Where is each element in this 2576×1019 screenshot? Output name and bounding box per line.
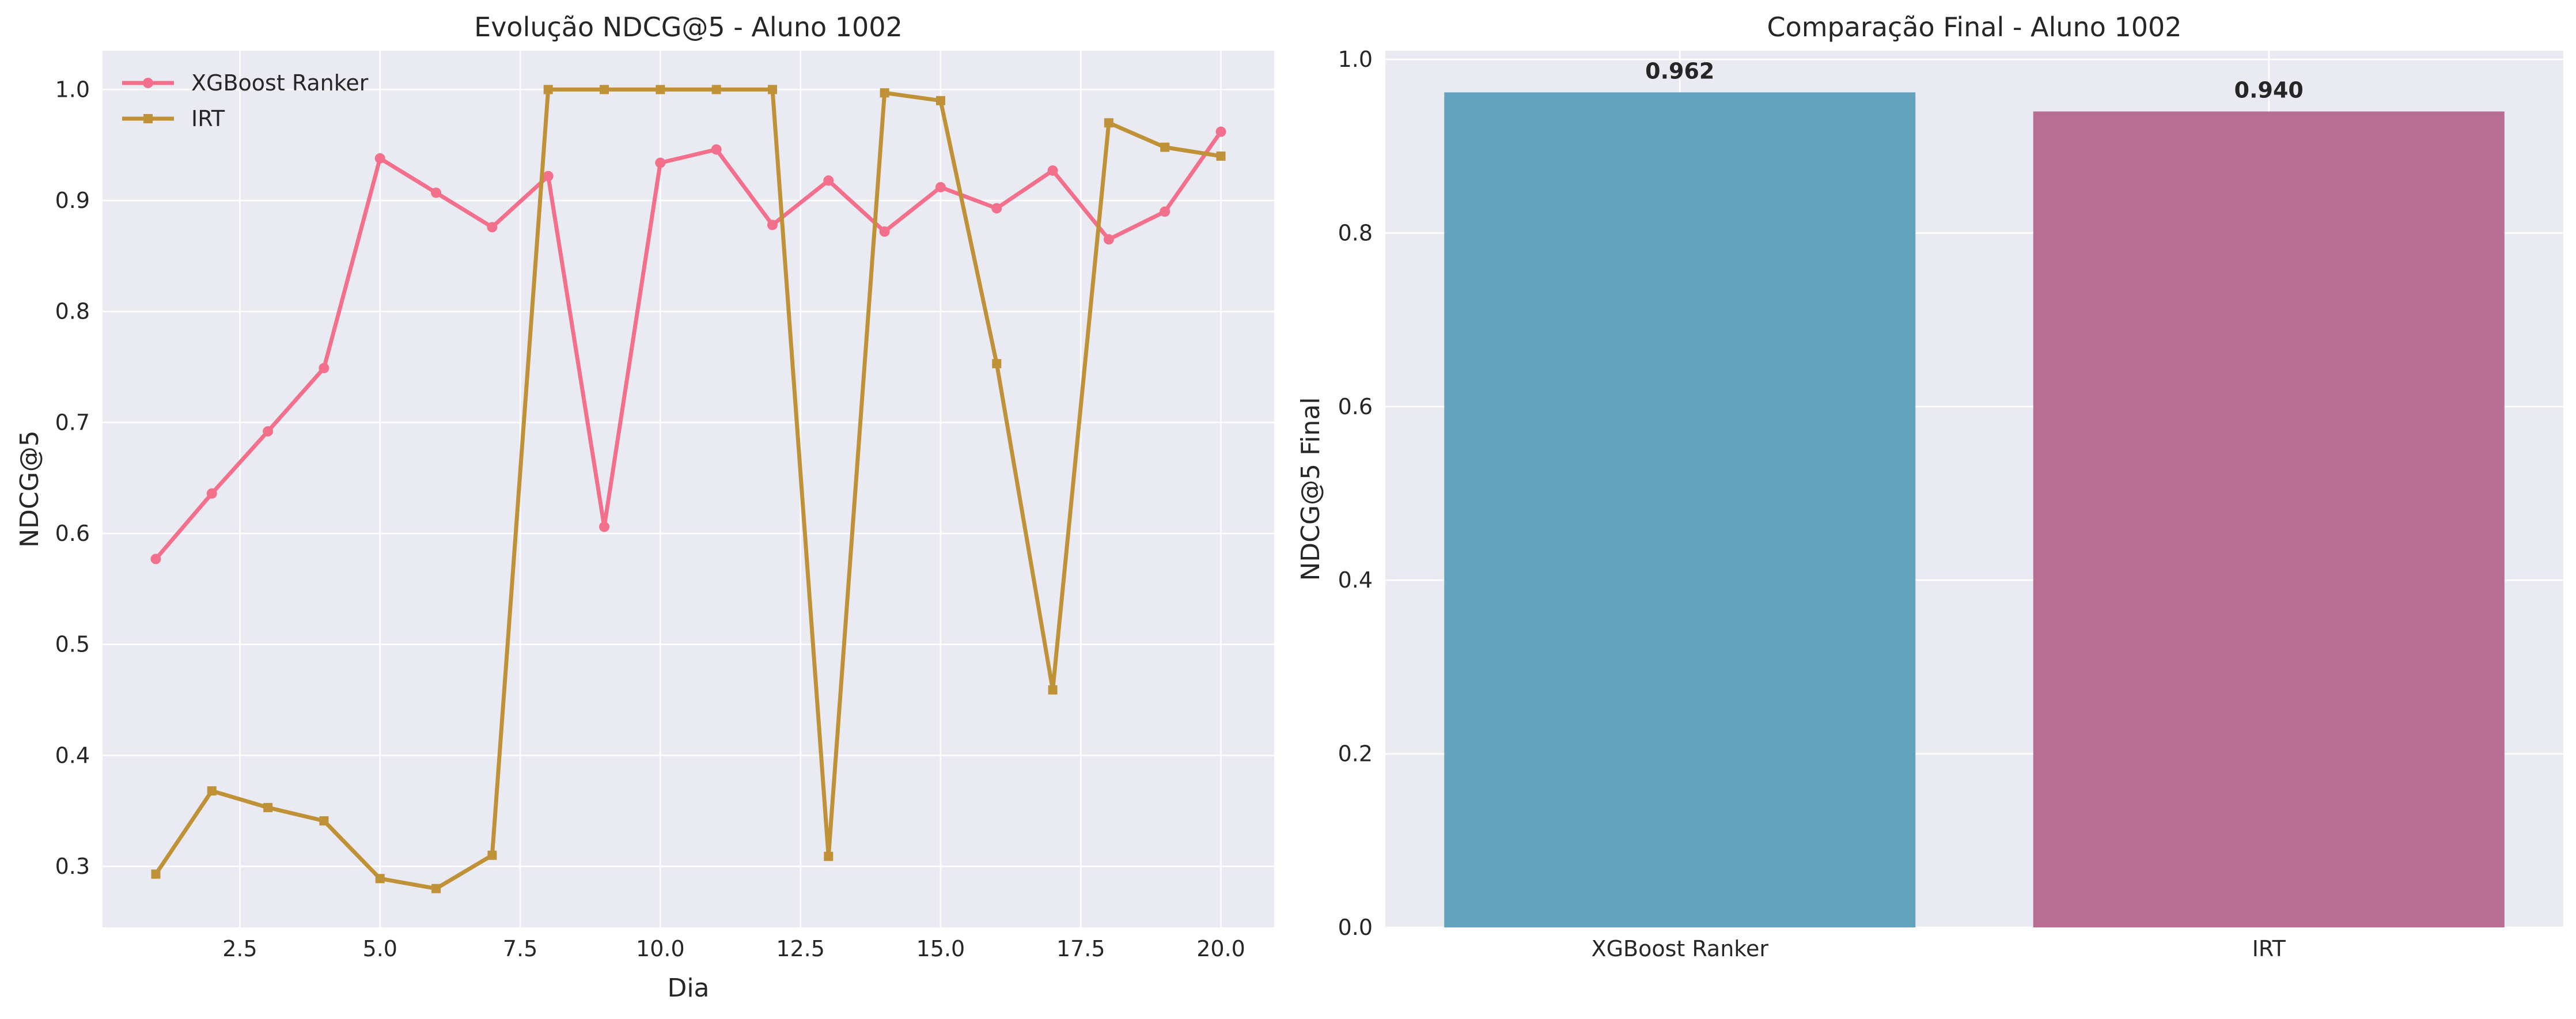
legend-entry-irt: IRT xyxy=(122,106,225,131)
line-chart-title: Evolução NDCG@5 - Aluno 1002 xyxy=(474,12,903,43)
legend-marker-irt xyxy=(143,114,153,123)
line-chart-series-group xyxy=(150,85,1226,893)
data-point-irt xyxy=(824,851,834,861)
line-chart-x-tick-label: 5.0 xyxy=(363,936,397,961)
line-chart-plot-area xyxy=(103,51,1274,927)
data-point-xgboost-ranker xyxy=(1103,234,1114,245)
data-point-irt xyxy=(487,850,497,860)
line-chart-y-tick-label: 0.5 xyxy=(55,632,90,657)
line-chart-x-tick-label: 15.0 xyxy=(916,936,965,961)
bar-chart-y-tick-label: 0.6 xyxy=(1338,394,1373,419)
bar-chart-x-tick-label: XGBoost Ranker xyxy=(1592,936,1769,961)
data-point-irt xyxy=(1216,151,1226,161)
data-point-xgboost-ranker xyxy=(599,521,610,532)
data-point-irt xyxy=(375,874,385,884)
data-point-xgboost-ranker xyxy=(711,144,722,155)
data-point-irt xyxy=(1104,118,1113,128)
bar-xgboost-ranker xyxy=(1444,92,1916,928)
data-point-xgboost-ranker xyxy=(1047,165,1058,176)
data-point-irt xyxy=(543,85,553,94)
data-point-xgboost-ranker xyxy=(935,181,946,192)
line-chart-x-tick-label: 20.0 xyxy=(1196,936,1245,961)
data-point-irt xyxy=(711,85,721,94)
data-point-xgboost-ranker xyxy=(823,175,834,186)
line-chart-y-tick-label: 0.9 xyxy=(55,188,90,213)
line-chart-legend: XGBoost Ranker IRT xyxy=(122,70,369,131)
data-point-irt xyxy=(263,802,273,812)
data-point-xgboost-ranker xyxy=(319,363,329,374)
data-point-irt xyxy=(656,85,665,94)
data-point-xgboost-ranker xyxy=(543,171,554,181)
bar-chart-x-tick-label: IRT xyxy=(2252,936,2286,961)
line-chart-panel: 2.5 5.0 7.5 10.0 12.5 15.0 17.5 20.0 0.30.40.50… xyxy=(15,12,1274,1003)
line-chart-y-tick-label: 0.6 xyxy=(55,521,90,546)
bar-value-label-irt: 0.940 xyxy=(2234,77,2304,103)
line-chart-x-tick-label: 17.5 xyxy=(1056,936,1105,961)
bar-chart-bars-group: 0.962 0.940 xyxy=(1444,58,2505,928)
data-point-irt xyxy=(935,96,945,105)
line-chart-y-tick-label: 1.0 xyxy=(55,77,90,102)
data-point-xgboost-ranker xyxy=(1215,126,1226,137)
series-line-xgboost-ranker xyxy=(154,130,1223,560)
data-point-xgboost-ranker xyxy=(1160,206,1170,217)
line-chart-y-tick-label: 0.4 xyxy=(55,743,90,768)
bar-chart-y-tick-label: 0.0 xyxy=(1338,915,1373,940)
data-point-irt xyxy=(600,85,609,94)
line-chart-x-tick-label: 12.5 xyxy=(776,936,825,961)
data-point-irt xyxy=(992,359,1002,369)
line-chart-y-tick-label: 0.3 xyxy=(55,854,90,879)
bar-chart-y-ticks: 0.0 0.2 0.4 0.6 0.8 1.0 xyxy=(1338,47,1373,940)
data-point-irt xyxy=(431,884,441,893)
data-point-xgboost-ranker xyxy=(431,187,442,198)
data-point-xgboost-ranker xyxy=(263,426,274,437)
data-point-irt xyxy=(1048,685,1058,695)
data-point-xgboost-ranker xyxy=(767,219,778,230)
data-point-xgboost-ranker xyxy=(150,554,161,565)
line-chart-x-tick-label: 2.5 xyxy=(222,936,257,961)
bar-irt xyxy=(2033,111,2505,928)
series-line-irt xyxy=(154,87,1222,891)
data-point-irt xyxy=(1160,142,1170,152)
line-chart-y-tick-label: 0.7 xyxy=(55,410,90,435)
legend-marker-xgboost-ranker xyxy=(143,78,153,88)
legend-label-xgboost-ranker: XGBoost Ranker xyxy=(191,70,369,96)
data-point-irt xyxy=(767,85,777,94)
bar-chart-y-tick-label: 0.8 xyxy=(1338,220,1373,245)
data-point-irt xyxy=(880,88,889,98)
data-point-xgboost-ranker xyxy=(487,222,498,233)
bar-value-label-xgboost-ranker: 0.962 xyxy=(1645,58,1714,84)
bar-chart-y-tick-label: 0.2 xyxy=(1338,741,1373,767)
line-chart-y-tick-label: 0.8 xyxy=(55,299,90,324)
bar-chart-y-tick-label: 1.0 xyxy=(1338,47,1373,72)
data-point-xgboost-ranker xyxy=(879,226,890,237)
data-point-irt xyxy=(151,869,161,879)
legend-label-irt: IRT xyxy=(191,106,225,131)
line-chart-grid xyxy=(103,51,1274,927)
line-chart-x-tick-label: 10.0 xyxy=(636,936,685,961)
legend-entry-xgboost-ranker: XGBoost Ranker xyxy=(122,70,369,96)
line-chart-x-tick-label: 7.5 xyxy=(503,936,537,961)
data-point-xgboost-ranker xyxy=(991,203,1002,214)
data-point-xgboost-ranker xyxy=(206,488,217,499)
data-point-irt xyxy=(207,786,217,796)
line-chart-y-axis-label: NDCG@5 xyxy=(15,430,44,548)
line-chart-y-ticks: 0.3 0.4 0.5 0.6 0.7 0.8 0.9 1.0 xyxy=(55,77,90,879)
line-chart-x-ticks: 2.5 5.0 7.5 10.0 12.5 15.0 17.5 20.0 xyxy=(222,936,1245,961)
bar-chart-y-tick-label: 0.4 xyxy=(1338,567,1373,593)
bar-chart-y-axis-label: NDCG@5 Final xyxy=(1296,397,1325,581)
data-point-xgboost-ranker xyxy=(655,157,666,168)
data-point-irt xyxy=(319,816,329,826)
bar-chart-title: Comparação Final - Aluno 1002 xyxy=(1767,12,2181,43)
data-point-xgboost-ranker xyxy=(374,153,385,164)
bar-chart-x-ticks: XGBoost Ranker IRT xyxy=(1592,936,2286,961)
line-chart-x-axis-label: Dia xyxy=(667,973,709,1003)
